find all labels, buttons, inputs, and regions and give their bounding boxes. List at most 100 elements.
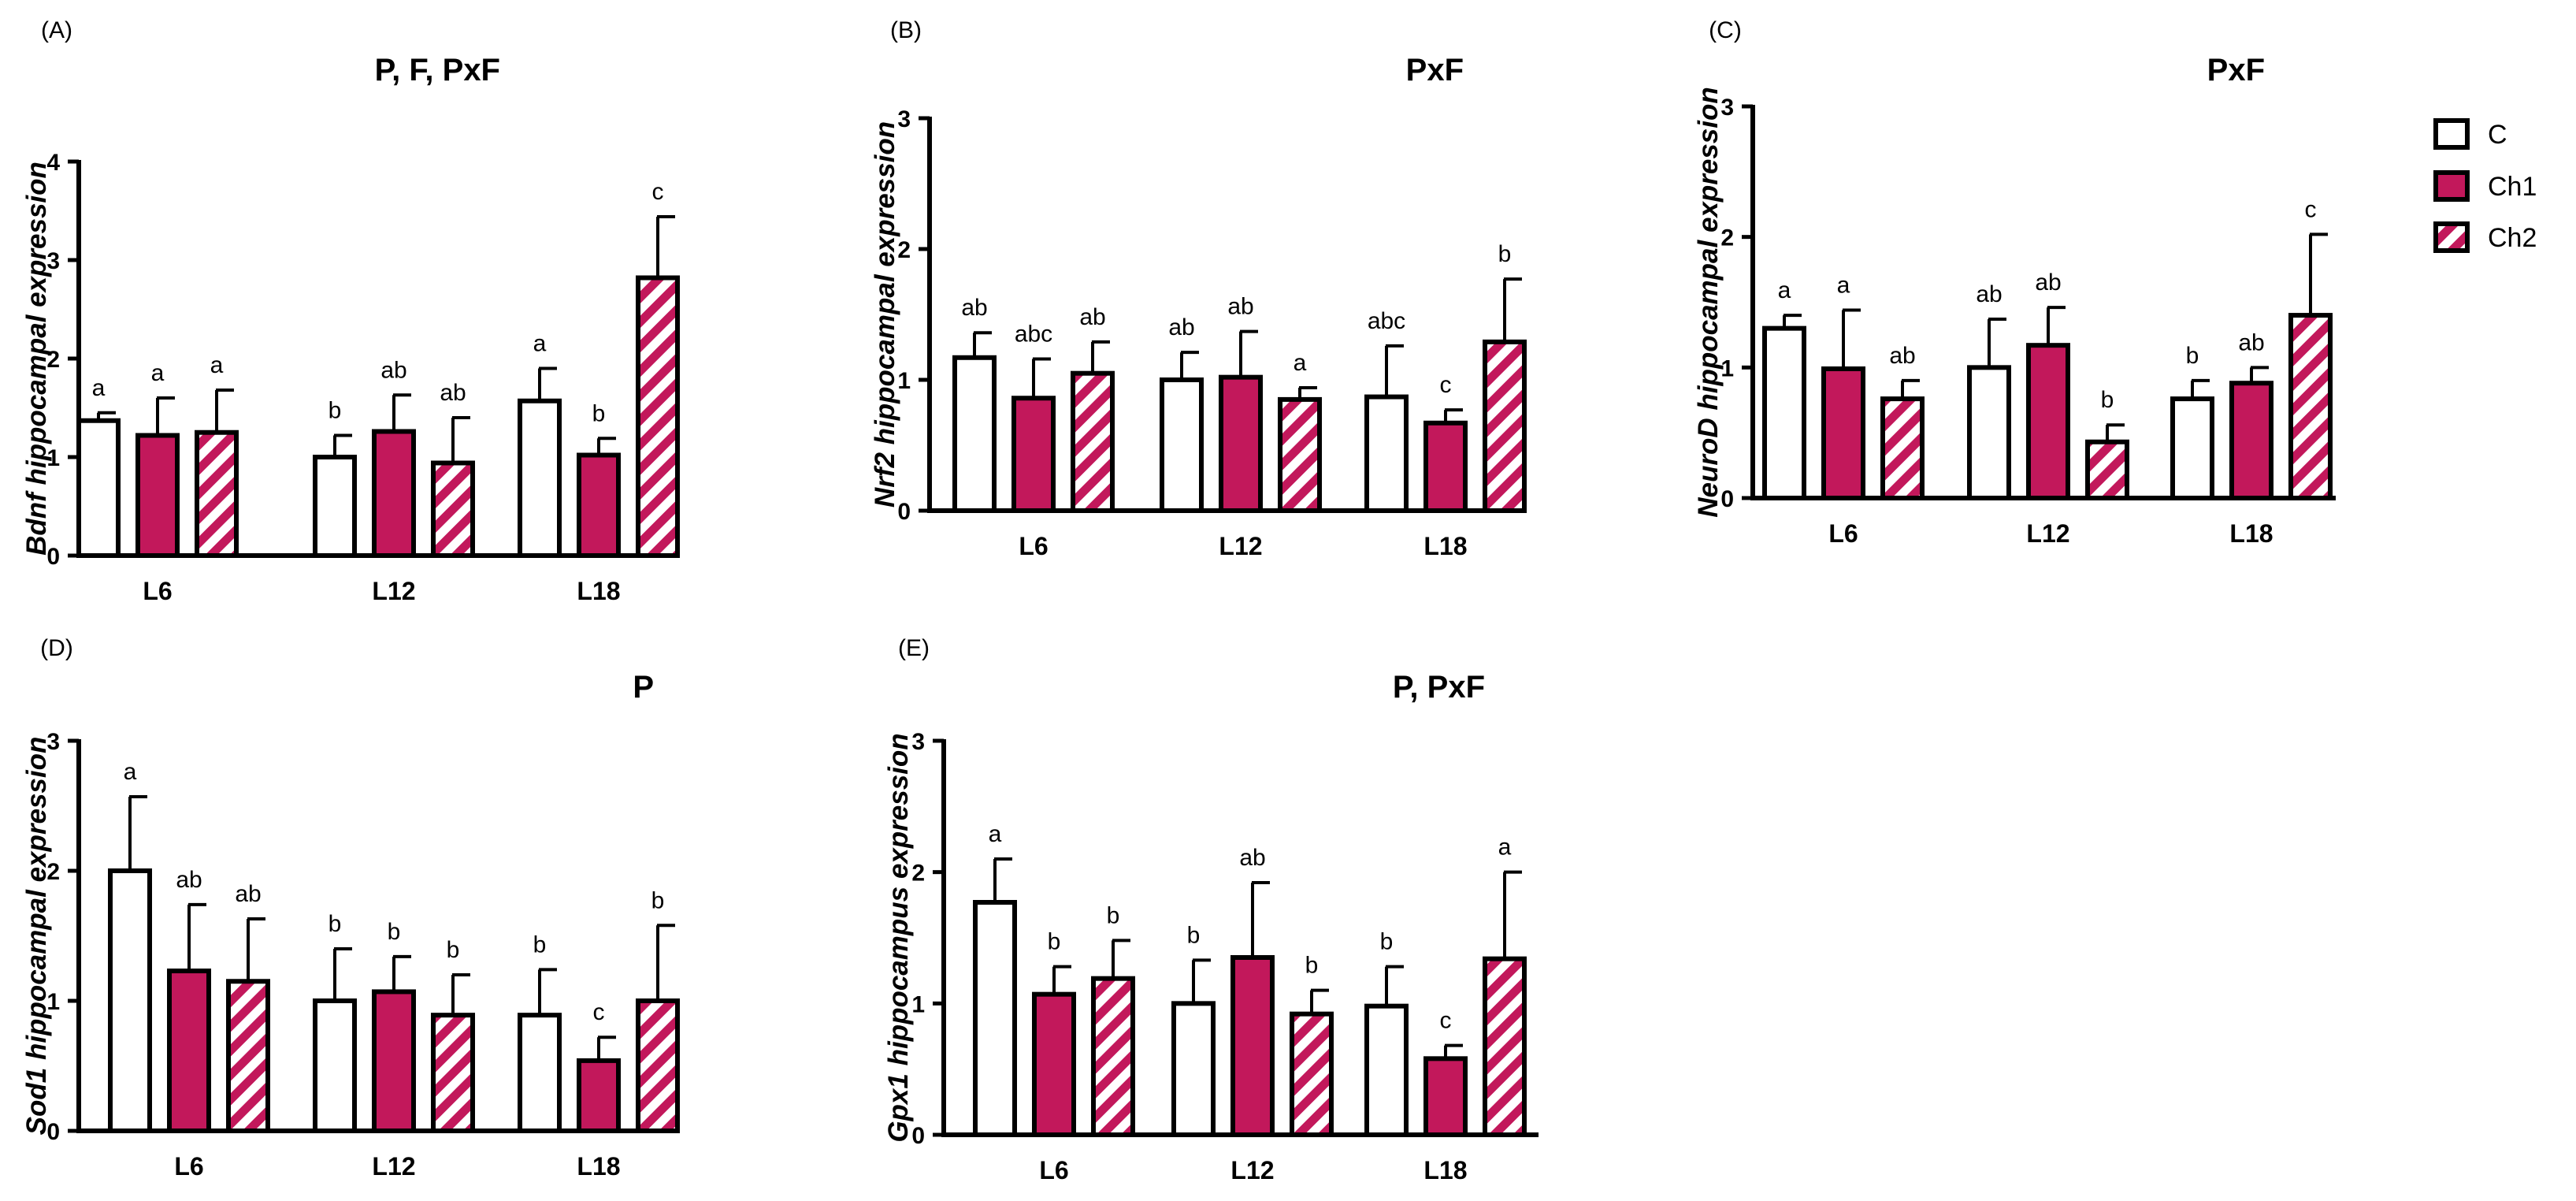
y-tick-label: 0 xyxy=(911,1123,925,1149)
significance-label: a xyxy=(210,352,224,378)
bar-ch1-l12 xyxy=(2026,343,2070,501)
bar-ch2-l12 xyxy=(2085,439,2129,500)
bar-c-l12 xyxy=(1160,377,1204,513)
significance-label: ab xyxy=(2035,270,2061,296)
significance-label: ab xyxy=(235,881,261,907)
significance-label: a xyxy=(1837,272,1850,298)
x-category-label: L12 xyxy=(372,577,415,605)
y-tick-label: 2 xyxy=(46,347,60,373)
y-axis-title: Gpx1 hippocampus expression xyxy=(883,733,914,1142)
y-tick-label: 3 xyxy=(46,729,60,755)
significance-label: abc xyxy=(1368,308,1405,334)
bar-ch2-l18 xyxy=(1483,956,1527,1137)
significance-label: b xyxy=(1305,953,1319,979)
legend: C Ch1 Ch2 xyxy=(2433,118,2537,253)
significance-effects: P, PxF xyxy=(1393,670,1485,705)
significance-label: a xyxy=(92,375,106,401)
significance-label: b xyxy=(1380,929,1394,955)
y-axis-title: NeuroD hippocampal expression xyxy=(1693,87,1724,518)
y-tick-label: 3 xyxy=(1720,95,1734,121)
significance-effects: P, F, PxF xyxy=(375,53,500,87)
y-axis-title-gene: Gpx1 xyxy=(883,1073,914,1143)
bar-c-l18 xyxy=(1364,1003,1409,1137)
legend-swatch-ch1 xyxy=(2433,170,2470,202)
bar-ch1-l12 xyxy=(1230,955,1275,1137)
significance-label: b xyxy=(1107,902,1120,928)
significance-label: b xyxy=(651,887,665,913)
y-axis-title-rest: hippocampal expression xyxy=(870,121,900,452)
y-tick-label: 2 xyxy=(911,861,925,887)
significance-label: b xyxy=(328,398,342,424)
significance-label: c xyxy=(652,179,664,205)
bar-ch1-l18 xyxy=(1423,1056,1468,1138)
bar-ch2-l6 xyxy=(1091,976,1135,1137)
significance-label: b xyxy=(328,911,342,937)
bar-c-l6 xyxy=(973,900,1017,1137)
y-axis-title: Bdnf hippocampal expression xyxy=(21,162,52,556)
bar-c-l6 xyxy=(1762,325,1806,500)
y-tick-label: 4 xyxy=(46,150,60,176)
significance-label: a xyxy=(1294,350,1307,376)
bar-ch2-l6 xyxy=(1880,396,1925,500)
x-category-label: L12 xyxy=(1219,532,1262,560)
bar-c-l6 xyxy=(76,418,121,558)
panel-letter: (E) xyxy=(898,635,930,661)
bar-ch1-l6 xyxy=(135,433,180,558)
bar-c-l18 xyxy=(518,1013,562,1134)
bar-ch2-l6 xyxy=(226,979,270,1133)
bar-ch2-l6 xyxy=(195,429,239,558)
significance-label: b xyxy=(447,937,460,963)
legend-swatch-c xyxy=(2433,118,2470,150)
bar-c-l12 xyxy=(1967,365,2011,501)
bar-ch2-l18 xyxy=(636,998,680,1133)
significance-effects: PxF xyxy=(1406,53,1464,87)
significance-label: b xyxy=(388,919,401,945)
significance-label: a xyxy=(1778,277,1791,303)
panels: (A) P, F, PxF Bdnf hippocampal expression 0… xyxy=(21,17,2336,1184)
x-category-label: L6 xyxy=(143,577,172,605)
bar-ch1-l6 xyxy=(1011,396,1056,513)
y-axis-title-rest: hippocampus expression xyxy=(883,733,914,1073)
bar-ch2-l12 xyxy=(1278,396,1322,513)
bar-c-l6 xyxy=(108,868,152,1133)
y-tick-label: 1 xyxy=(1720,355,1734,381)
significance-label: ab xyxy=(2238,329,2264,355)
bar-c-l18 xyxy=(1364,394,1409,513)
significance-label: ab xyxy=(380,357,406,383)
significance-label: a xyxy=(533,331,547,357)
y-axis-title-gene: Sod1 xyxy=(21,1068,52,1136)
bar-ch1-l18 xyxy=(577,1058,621,1134)
x-category-label: L18 xyxy=(1423,1156,1467,1184)
significance-label: ab xyxy=(1976,281,2002,307)
y-tick-label: 1 xyxy=(911,991,925,1017)
significance-label: c xyxy=(593,999,605,1025)
legend-label-ch1: Ch1 xyxy=(2488,172,2537,202)
significance-label: ab xyxy=(961,295,987,321)
legend-label-c: C xyxy=(2488,120,2507,150)
bar-ch2-l18 xyxy=(636,275,680,558)
significance-label: b xyxy=(1187,922,1201,948)
significance-label: a xyxy=(989,821,1002,847)
y-axis-title-rest: hippocampal expression xyxy=(21,737,52,1068)
significance-label: ab xyxy=(1227,294,1253,320)
significance-effects: PxF xyxy=(2207,53,2265,87)
panel-letter: (A) xyxy=(41,17,72,43)
y-axis-title-gene: NeuroD xyxy=(1693,418,1724,517)
x-category-label: L18 xyxy=(2229,519,2273,548)
x-category-label: L6 xyxy=(174,1152,203,1181)
x-category-label: L12 xyxy=(372,1152,415,1181)
y-tick-label: 1 xyxy=(897,368,911,394)
x-category-label: L18 xyxy=(577,577,620,605)
bar-ch2-l12 xyxy=(431,1013,475,1134)
significance-label: ab xyxy=(1079,304,1105,330)
bar-ch1-l12 xyxy=(1219,374,1263,513)
y-tick-label: 1 xyxy=(46,445,60,471)
bar-ch2-l12 xyxy=(431,460,475,558)
significance-label: b xyxy=(592,400,606,426)
y-axis-title-gene: Bdnf xyxy=(21,490,52,556)
bar-ch1-l6 xyxy=(1032,991,1076,1137)
